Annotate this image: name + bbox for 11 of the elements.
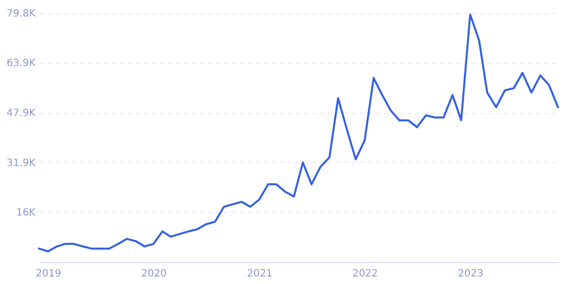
x-tick-label: 2019 (36, 268, 62, 280)
y-tick-label: 31.9K (6, 158, 36, 169)
y-tick-label: 63.9K (6, 58, 36, 70)
x-tick-label: 2023 (458, 268, 484, 280)
y-tick-label: 47.9K (6, 108, 36, 120)
x-tick-label: 2020 (141, 268, 167, 280)
line-series (38, 14, 559, 252)
y-tick-label: 79.8K (6, 8, 36, 20)
x-tick-label: 2022 (352, 268, 378, 280)
y-tick-label: 16K (16, 208, 36, 219)
x-tick-label: 2021 (246, 268, 272, 280)
